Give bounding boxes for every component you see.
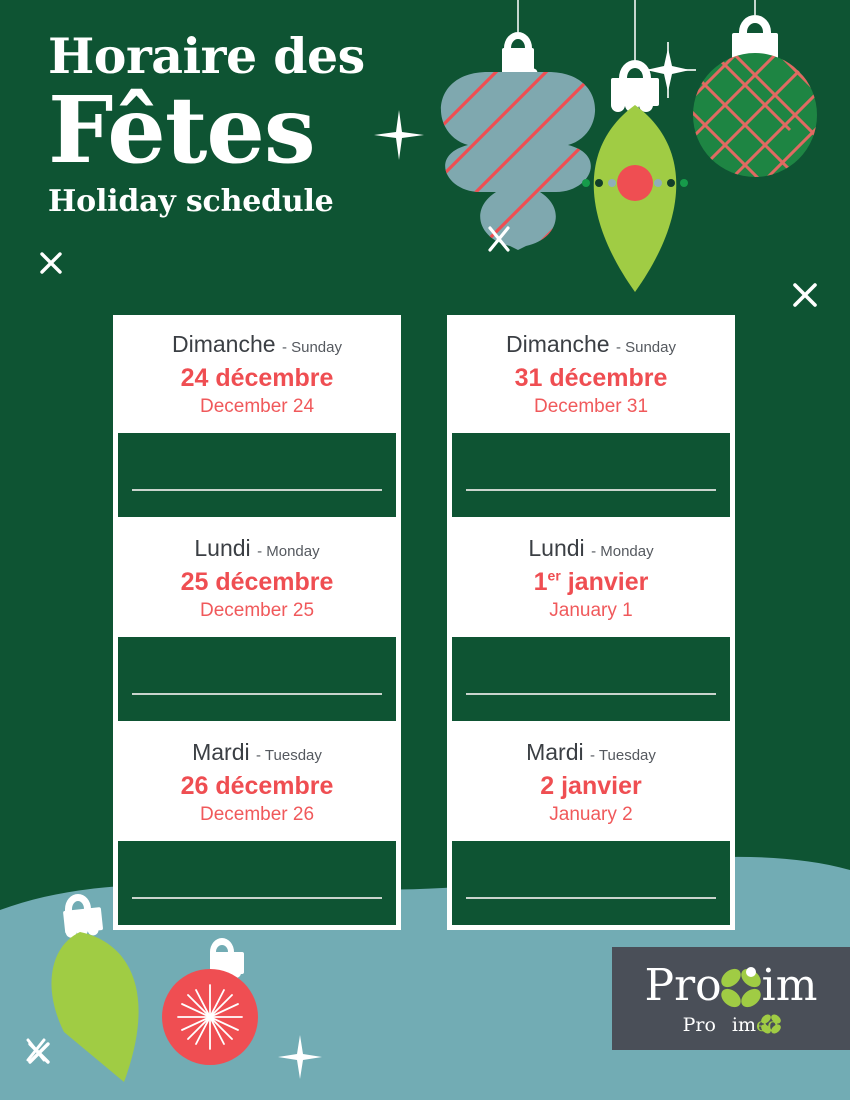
ornament-dots: [582, 179, 688, 187]
hours-write-in-area[interactable]: [116, 839, 398, 927]
write-in-rule: [132, 897, 382, 899]
schedule-card[interactable]: Mardi - Tuesday 2 janvier January 2: [447, 723, 735, 930]
day-name-en: - Tuesday: [590, 747, 656, 764]
date-fr: 31 décembre: [514, 364, 668, 392]
four-point-star-icon: [640, 42, 696, 98]
x-sparkle-icon: [28, 1042, 50, 1064]
card-day-line: Dimanche - Sunday: [458, 330, 724, 362]
date-en: December 24: [199, 396, 315, 417]
butterfly-x-icon: [721, 967, 761, 1008]
four-point-star-icon: [278, 1035, 322, 1079]
day-name-fr: Lundi: [528, 535, 585, 561]
logo-sub-mid: im: [731, 1014, 756, 1036]
schedule-card[interactable]: Lundi - Monday 1er janvier January 1: [447, 519, 735, 726]
schedule-card[interactable]: Lundi - Monday 25 décembre December 25: [113, 519, 401, 726]
day-name-fr: Mardi: [526, 739, 584, 765]
date-fr: 1er janvier: [458, 567, 724, 598]
schedule-card[interactable]: Dimanche - Sunday 31 décembre December 3…: [447, 315, 735, 522]
card-day-line: Dimanche - Sunday: [124, 330, 390, 362]
hours-write-in-area[interactable]: [450, 431, 732, 519]
x-sparkle-icon: [488, 226, 510, 252]
butterfly-x-icon-small: [761, 1014, 781, 1034]
write-in-rule: [132, 693, 382, 695]
write-in-rule: [466, 489, 716, 491]
day-name-en: - Tuesday: [256, 747, 322, 764]
card-day-line: Lundi - Monday: [458, 534, 724, 566]
card-header: Mardi - Tuesday 2 janvier January 2: [450, 726, 732, 837]
hours-write-in-area[interactable]: [116, 635, 398, 723]
card-header: Mardi - Tuesday 26 décembre December 26: [116, 726, 398, 837]
write-in-rule: [466, 693, 716, 695]
logo-brand-prefix: Pro: [644, 960, 722, 1011]
date-fr-prefix: 1: [533, 568, 548, 596]
card-header: Dimanche - Sunday 31 décembre December 3…: [450, 318, 732, 429]
date-en: December 31: [533, 396, 649, 417]
date-en: January 2: [549, 804, 633, 825]
date-en: December 26: [199, 804, 315, 825]
proximed-wordmark: Pro imed: [612, 1013, 850, 1037]
hours-write-in-area[interactable]: [116, 431, 398, 519]
card-header: Lundi - Monday 1er janvier January 1: [450, 522, 732, 633]
date-fr: 26 décembre: [180, 772, 334, 800]
date-fr: 25 décembre: [180, 568, 334, 596]
lime-teardrop-ornament-bottom: [51, 894, 139, 1082]
schedule-card[interactable]: Mardi - Tuesday 26 décembre December 26: [113, 723, 401, 930]
starburst-icon: [177, 984, 243, 1050]
card-day-line: Mardi - Tuesday: [124, 738, 390, 770]
date-fr-ordinal: er: [547, 567, 561, 584]
red-ball-ornament: [162, 938, 258, 1065]
date-en: December 25: [199, 600, 315, 621]
write-in-rule: [132, 489, 382, 491]
subtitle: Holiday schedule: [48, 184, 334, 219]
title-line-2: Fêtes: [48, 76, 316, 184]
day-name-en: - Sunday: [615, 339, 676, 356]
x-sparkle-icon: [793, 283, 817, 307]
card-header: Dimanche - Sunday 24 décembre December 2…: [116, 318, 398, 429]
logo-sub-prefix: Pro: [682, 1014, 716, 1036]
proxim-wordmark: Pro im: [612, 961, 850, 1011]
card-day-line: Mardi - Tuesday: [458, 738, 724, 770]
poster-header: Horaire des Fêtes Holiday schedule: [48, 28, 468, 220]
top-ornaments-group: [440, 0, 817, 307]
date-en: January 1: [549, 600, 633, 621]
schedule-card[interactable]: Dimanche - Sunday 24 décembre December 2…: [113, 315, 401, 522]
day-name-en: - Monday: [257, 543, 320, 560]
x-sparkle-icon: [40, 252, 62, 274]
day-name-fr: Dimanche: [172, 331, 276, 357]
day-name-fr: Dimanche: [506, 331, 610, 357]
hours-write-in-area[interactable]: [450, 839, 732, 927]
day-name-en: - Monday: [591, 543, 654, 560]
date-fr: 24 décembre: [180, 364, 334, 392]
logo-brand-tail: im: [761, 960, 818, 1011]
write-in-rule: [466, 897, 716, 899]
ornament-strings: [517, 0, 756, 60]
card-header: Lundi - Monday 25 décembre December 25: [116, 522, 398, 633]
lattice-ball-ornament: [693, 15, 817, 177]
title-line-1: Horaire des: [48, 27, 365, 85]
date-fr: 2 janvier: [540, 772, 642, 800]
proxim-logo-box[interactable]: Pro im Pro imed: [612, 947, 850, 1050]
card-day-line: Lundi - Monday: [124, 534, 390, 566]
day-name-fr: Lundi: [194, 535, 251, 561]
lime-teardrop-ornament: [582, 60, 688, 292]
day-name-en: - Sunday: [281, 339, 342, 356]
day-name-fr: Mardi: [192, 739, 250, 765]
date-fr-suffix: janvier: [560, 568, 649, 596]
hours-write-in-area[interactable]: [450, 635, 732, 723]
four-point-star-icon: [374, 110, 424, 160]
